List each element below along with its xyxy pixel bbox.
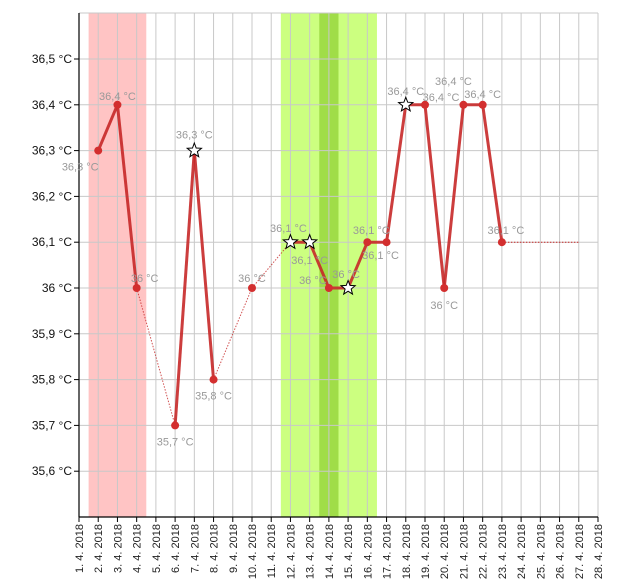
y-tick-label: 35,7 °C <box>32 418 72 432</box>
star-marker <box>301 233 319 250</box>
x-tick-label: 23. 4. 2018 <box>497 524 509 579</box>
data-label: 35,7 °C <box>157 436 194 448</box>
x-tick-label: 4. 4. 2018 <box>132 524 144 573</box>
x-tick-label: 24. 4. 2018 <box>516 524 528 579</box>
data-label: 36,1 °C <box>270 223 307 235</box>
data-point <box>132 284 141 292</box>
data-point <box>209 375 218 384</box>
data-label: 36 °C <box>299 275 327 287</box>
x-tick-label: 16. 4. 2018 <box>362 524 374 579</box>
x-tick-label: 27. 4. 2018 <box>574 524 586 579</box>
data-point <box>363 238 372 247</box>
data-label: 36,4 °C <box>423 92 460 104</box>
data-label: 36,3 °C <box>62 162 99 174</box>
data-point <box>421 100 429 109</box>
x-tick-label: 21. 4. 2018 <box>458 524 470 579</box>
data-point <box>248 284 256 292</box>
star-marker <box>281 233 299 250</box>
x-tick-label: 1. 4. 2018 <box>74 524 86 573</box>
x-tick-label: 20. 4. 2018 <box>439 524 451 579</box>
x-tick-label: 9. 4. 2018 <box>228 524 240 573</box>
y-tick-label: 36,5 °C <box>32 52 72 66</box>
data-label: 36 °C <box>332 269 360 281</box>
line-segment <box>442 104 465 289</box>
x-tick-label: 14. 4. 2018 <box>324 524 336 579</box>
data-point <box>94 146 103 155</box>
data-label: 36 °C <box>131 273 159 285</box>
y-tick-label: 36,3 °C <box>32 144 72 158</box>
series-lines <box>96 103 579 426</box>
data-points <box>94 95 506 430</box>
data-point <box>459 100 468 109</box>
star-marker <box>397 95 415 113</box>
x-tick-label: 15. 4. 2018 <box>343 524 355 579</box>
y-tick-label: 35,8 °C <box>32 373 72 387</box>
x-tick-label: 22. 4. 2018 <box>478 524 490 579</box>
x-tick-label: 25. 4. 2018 <box>535 524 547 579</box>
data-label: 36,1 °C <box>353 225 390 237</box>
data-labels: 36,3 °C 36,4 °C 36 °C 35,7 °C 36,3 °C 35,8 °C… <box>62 76 525 449</box>
gap-line-segment <box>251 241 291 289</box>
data-label: 36,1 °C <box>362 250 399 262</box>
x-tick-label: 19. 4. 2018 <box>420 524 432 579</box>
x-tick-label: 10. 4. 2018 <box>247 524 259 579</box>
x-tick-label: 2. 4. 2018 <box>93 524 105 573</box>
y-tick-label: 36 °C <box>42 281 72 295</box>
data-label: 36,1 °C <box>291 255 328 267</box>
data-point <box>440 284 449 292</box>
x-tick-label: 28. 4. 2018 <box>593 524 605 579</box>
data-label: 36 °C <box>430 300 458 312</box>
data-point <box>382 238 391 247</box>
x-tick-label: 13. 4. 2018 <box>305 524 317 579</box>
x-tick-label: 17. 4. 2018 <box>382 524 394 579</box>
data-label: 36,4 °C <box>99 91 136 103</box>
line-segment <box>481 104 504 243</box>
axes: 36,5 °C36,4 °C36,3 °C36,2 °C36,1 °C36 °C… <box>32 13 605 579</box>
y-tick-label: 36,4 °C <box>32 98 72 112</box>
data-label: 36,4 °C <box>435 76 472 88</box>
star-marker <box>339 279 357 296</box>
y-tick-label: 35,6 °C <box>32 464 72 478</box>
line-segment <box>115 104 139 289</box>
grid <box>78 12 599 517</box>
y-tick-label: 36,2 °C <box>32 189 72 203</box>
x-tick-label: 18. 4. 2018 <box>401 524 413 579</box>
data-label: 36,3 °C <box>176 130 213 142</box>
x-tick-label: 12. 4. 2018 <box>285 524 297 579</box>
x-tick-label: 5. 4. 2018 <box>151 524 163 573</box>
x-tick-label: 3. 4. 2018 <box>112 524 124 573</box>
line-segment <box>308 241 331 289</box>
line-segment <box>346 241 369 289</box>
line-segment <box>423 104 446 289</box>
data-point <box>478 100 487 109</box>
x-tick-label: 7. 4. 2018 <box>189 524 201 573</box>
data-label: 36 °C <box>238 273 266 285</box>
data-label: 36,1 °C <box>487 225 524 237</box>
x-tick-label: 8. 4. 2018 <box>209 524 221 573</box>
data-label: 36,4 °C <box>387 86 424 98</box>
data-point <box>113 100 122 109</box>
y-tick-label: 36,1 °C <box>32 235 72 249</box>
y-tick-label: 35,9 °C <box>32 327 72 341</box>
line-segment <box>385 104 408 243</box>
x-tick-label: 11. 4. 2018 <box>266 524 278 578</box>
x-tick-label: 26. 4. 2018 <box>555 524 567 579</box>
star-marker <box>185 141 203 158</box>
line-segment <box>173 150 196 426</box>
data-label: 36,4 °C <box>464 89 501 101</box>
line-segment <box>192 150 216 380</box>
data-point <box>324 284 333 292</box>
data-label: 35,8 °C <box>195 391 232 403</box>
line-segment <box>96 104 119 152</box>
data-point <box>171 421 180 430</box>
data-point <box>497 238 506 247</box>
x-tick-label: 6. 4. 2018 <box>170 524 182 573</box>
